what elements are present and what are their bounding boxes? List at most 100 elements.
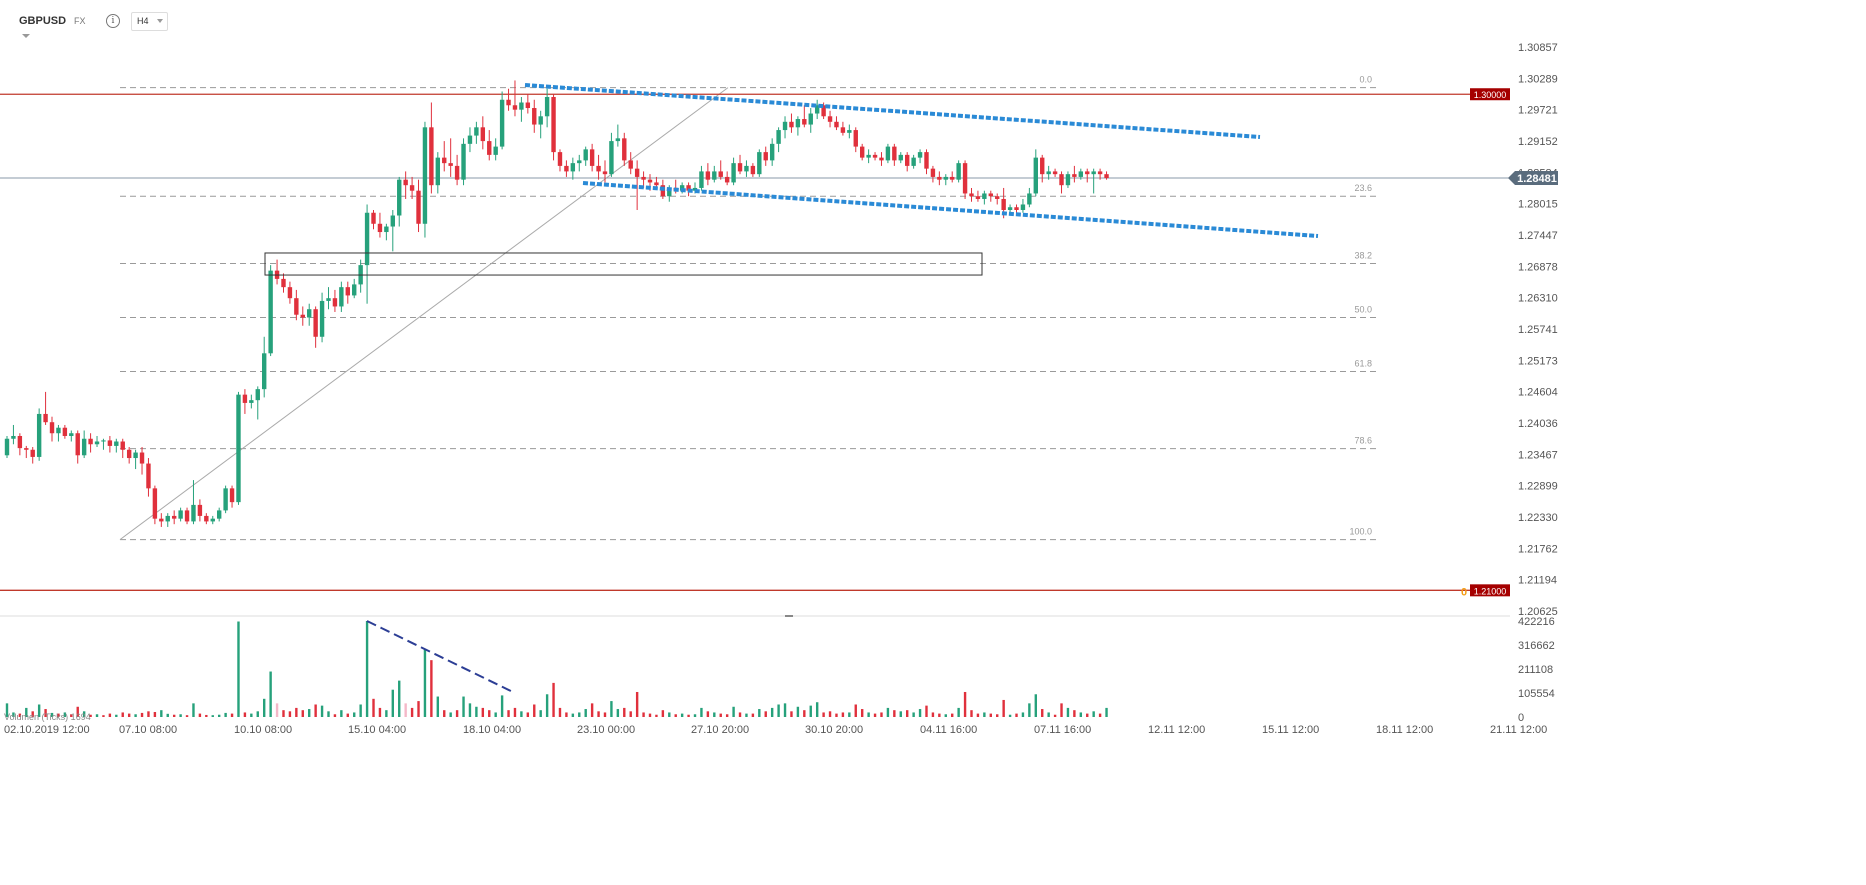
volume-bar bbox=[526, 712, 530, 717]
candle bbox=[24, 445, 29, 459]
candle-body bbox=[390, 215, 395, 227]
time-axis-label: 23.10 00:00 bbox=[577, 724, 635, 736]
candle bbox=[847, 124, 852, 139]
volume-bar bbox=[661, 710, 665, 717]
candle bbox=[210, 515, 215, 525]
candle bbox=[422, 121, 428, 238]
candle-body bbox=[81, 438, 87, 456]
candle-body bbox=[339, 287, 344, 307]
volume-bar bbox=[423, 648, 427, 717]
volume-bar bbox=[269, 671, 272, 717]
candle-body bbox=[467, 135, 473, 144]
time-axis-label: 12.11 12:00 bbox=[1148, 724, 1205, 736]
trend-lines[interactable] bbox=[0, 93, 1510, 591]
volume-bar bbox=[1053, 714, 1057, 717]
candle bbox=[487, 130, 492, 161]
candle bbox=[171, 510, 177, 525]
collapse-icon[interactable] bbox=[22, 34, 30, 38]
candle bbox=[814, 99, 820, 120]
volume-bar bbox=[783, 703, 787, 717]
volume-bar bbox=[854, 704, 857, 717]
volume-bar bbox=[713, 712, 716, 717]
candle bbox=[1091, 168, 1096, 194]
volume-bar bbox=[745, 713, 748, 717]
volume-bar bbox=[558, 707, 562, 717]
volume-bar bbox=[539, 710, 542, 717]
candle bbox=[962, 160, 968, 199]
info-icon[interactable]: i bbox=[106, 14, 120, 28]
candle-body bbox=[782, 121, 788, 131]
volume-bar bbox=[1034, 694, 1037, 717]
candle bbox=[718, 160, 723, 180]
candle bbox=[789, 113, 794, 133]
volume-bar bbox=[616, 709, 620, 717]
volume-bar bbox=[578, 712, 581, 717]
candle bbox=[454, 154, 460, 186]
candle-body bbox=[1033, 157, 1038, 194]
volume-bar bbox=[642, 712, 645, 717]
price-axis-label: 1.20625 bbox=[1518, 606, 1558, 618]
price-axis-label: 1.23467 bbox=[1518, 449, 1558, 461]
candle bbox=[262, 336, 267, 398]
volume-bar bbox=[1105, 707, 1108, 717]
candle-body bbox=[152, 488, 158, 519]
candle bbox=[377, 212, 383, 238]
resistance-tag: 1.30000 bbox=[1470, 88, 1510, 101]
candle bbox=[467, 127, 473, 153]
timeframe-select[interactable]: H4 bbox=[131, 12, 168, 31]
candle bbox=[294, 289, 299, 321]
candle-body bbox=[872, 154, 878, 158]
volume-bar bbox=[957, 707, 960, 717]
candle-body bbox=[577, 160, 582, 164]
candle-body bbox=[1027, 193, 1032, 205]
candle-body bbox=[442, 157, 447, 164]
candle bbox=[152, 485, 158, 525]
price-axis-label: 1.21194 bbox=[1518, 575, 1557, 587]
candle-body bbox=[731, 163, 736, 183]
candle-body bbox=[705, 171, 711, 180]
candle-body bbox=[544, 96, 550, 117]
volume-bar bbox=[590, 703, 594, 717]
volume-bar bbox=[327, 711, 330, 717]
candle-body bbox=[808, 113, 813, 125]
candle-body bbox=[409, 185, 415, 191]
volume-bar bbox=[822, 712, 825, 717]
candle bbox=[583, 146, 588, 166]
volume-bar bbox=[63, 712, 67, 717]
fibonacci-retracement[interactable]: 0.0 23.6 38.2 50.0 61.8 78.6 100.0 bbox=[119, 75, 1378, 541]
volume-bar bbox=[603, 712, 607, 717]
symbol-label[interactable]: GBPUSD bbox=[19, 15, 67, 27]
volume-bar bbox=[533, 704, 536, 717]
candle-body bbox=[699, 171, 704, 188]
volume-bar bbox=[648, 713, 652, 717]
volume-bar bbox=[172, 714, 176, 717]
volume-bar bbox=[1021, 712, 1025, 717]
candle bbox=[615, 124, 621, 147]
drawing-objects[interactable] bbox=[264, 83, 1319, 694]
volume-bar bbox=[481, 707, 485, 717]
candle-body bbox=[126, 449, 132, 459]
volume-bar bbox=[160, 710, 163, 717]
candle-body bbox=[397, 179, 402, 216]
candle bbox=[872, 152, 878, 161]
volume-bar bbox=[693, 714, 697, 717]
time-axis-label: 10.10 08:00 bbox=[234, 724, 292, 736]
candle-body bbox=[847, 130, 852, 133]
volume-bar bbox=[224, 712, 227, 717]
candle-body bbox=[313, 309, 318, 337]
volume-bar bbox=[488, 710, 491, 717]
candle bbox=[397, 176, 402, 227]
candle bbox=[216, 507, 222, 522]
volume-bar bbox=[835, 713, 838, 717]
volume-bar bbox=[584, 709, 587, 717]
candle-body bbox=[307, 309, 312, 318]
volume-bar bbox=[1002, 699, 1005, 717]
candle-body bbox=[905, 154, 910, 166]
candle bbox=[512, 80, 518, 117]
candle-body bbox=[114, 441, 119, 446]
candle bbox=[197, 499, 203, 522]
candle bbox=[1097, 168, 1103, 180]
current-price-tag-box bbox=[1508, 170, 1558, 185]
volume-bar bbox=[237, 621, 240, 717]
